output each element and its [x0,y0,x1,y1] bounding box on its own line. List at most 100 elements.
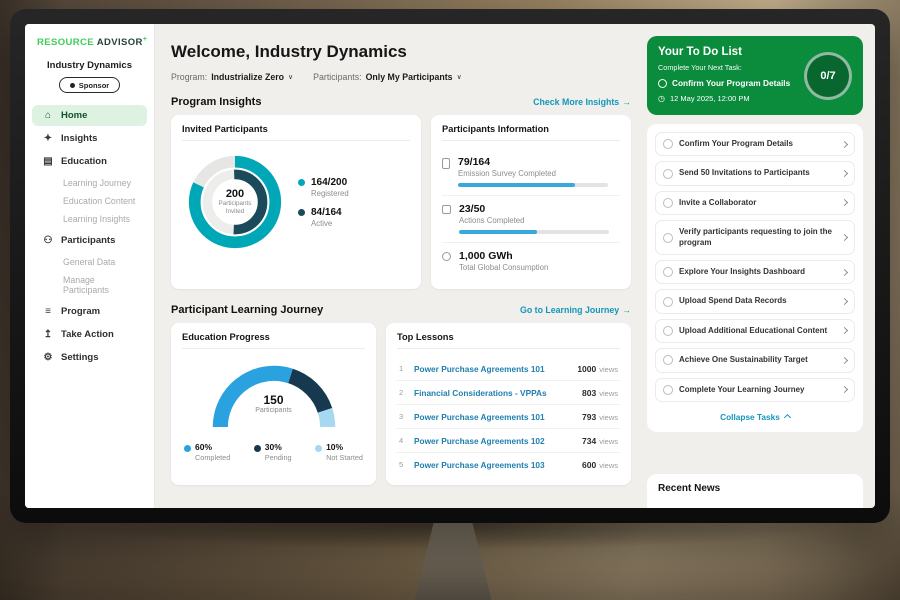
task-checkbox[interactable] [663,355,673,366]
lesson-rank: 4 [399,436,404,445]
lesson-title-link[interactable]: Power Purchase Agreements 102 [414,435,545,446]
task-checkbox[interactable] [663,168,673,179]
task-checkbox[interactable] [663,197,673,208]
program-insights-header: Program Insights Check More Insights → [171,96,631,108]
task-row-send-invitations[interactable]: Send 50 Invitations to Participants [655,161,855,186]
task-checkbox[interactable] [663,325,673,336]
todo-title: Your To Do List [658,46,742,58]
sidebar-item-home[interactable]: ⌂ Home [32,105,147,127]
check-more-insights-link[interactable]: Check More Insights → [533,97,631,107]
task-checkbox[interactable] [663,139,673,150]
sidebar-item-participants[interactable]: ⚇ Participants [32,230,147,251]
completed-label: Completed [195,453,231,462]
home-icon: ⌂ [44,110,52,122]
todo-subtitle: Complete Your Next Task: [658,63,742,72]
legend-item-active: 84/164 Active [298,207,349,228]
stat-actions-completed: 23/50 Actions Completed [442,196,620,243]
todo-tasks-list: Confirm Your Program Details Send 50 Inv… [647,124,863,432]
task-label: Achieve One Sustainability Target [679,355,808,365]
todo-due-date: ◷ 12 May 2025, 12:00 PM [658,94,852,103]
stat-value: 1,000 GWh [459,250,513,262]
lesson-views: 793 views [582,412,618,422]
program-filter-dropdown[interactable]: Program: Industrialize Zero ∨ [171,72,293,82]
sidebar-item-education[interactable]: ▤ Education [32,151,147,172]
logo-text-secondary: ADVISOR [96,37,143,49]
task-row-confirm-program[interactable]: Confirm Your Program Details [655,132,855,157]
collapse-tasks-link[interactable]: Collapse Tasks [655,407,855,424]
legend-item-registered: 164/200 Registered [298,177,349,198]
stat-value: 23/50 [459,203,486,215]
lesson-title-link[interactable]: Power Purchase Agreements 101 [414,411,545,422]
task-label: Complete Your Learning Journey [679,384,805,394]
views-label: views [599,436,618,446]
stat-label: Actions Completed [459,216,525,225]
sidebar: RESOURCE ADVISOR+ Industry Dynamics Spon… [25,24,155,508]
lesson-rank: 5 [399,460,404,469]
not-started-label: Not Started [326,453,363,462]
task-checkbox[interactable] [663,384,673,395]
task-row-invite-collaborator[interactable]: Invite a Collaborator [655,190,855,216]
card-title: Participants Information [442,124,620,141]
task-row-explore-insights[interactable]: Explore Your Insights Dashboard [655,259,855,285]
sidebar-item-label: Program [61,306,101,318]
lesson-row: 1 Power Purchase Agreements 101 1000 view… [397,357,620,381]
section-title-learning-journey: Participant Learning Journey [171,304,324,316]
task-row-upload-spend-data[interactable]: Upload Spend Data Records [655,289,855,314]
task-row-complete-learning-journey[interactable]: Complete Your Learning Journey [655,377,855,402]
legend-item-completed: 60% Completed [184,442,230,462]
sidebar-item-manage-participants[interactable]: Manage Participants [63,275,109,296]
survey-document-icon [442,158,450,169]
sidebar-item-label: Take Action [61,329,114,341]
lesson-title-link[interactable]: Financial Considerations - VPPAs [414,387,547,398]
task-checkbox[interactable] [663,296,673,307]
sidebar-item-education-content[interactable]: Education Content [63,196,136,207]
pending-pct: 30% [264,442,282,452]
lesson-rank: 1 [399,364,404,373]
chevron-right-icon [840,234,849,242]
sidebar-item-label: Education [61,156,107,168]
participants-filter-dropdown[interactable]: Participants: Only My Participants ∨ [313,72,462,82]
views-label: views [599,364,618,374]
lesson-title-link[interactable]: Power Purchase Agreements 103 [414,459,545,470]
not-started-pct: 10% [326,442,344,452]
program-filter-value: Industrialize Zero [211,72,285,82]
checkbox-circle-icon[interactable] [658,78,667,88]
lesson-title-link[interactable]: Power Purchase Agreements 101 [414,363,545,374]
sidebar-item-settings[interactable]: ⚙ Settings [32,347,147,368]
invited-total-value: 200 [225,188,245,201]
sidebar-item-label: Insights [61,133,98,145]
registered-value: 164/200 [311,176,348,188]
go-to-learning-journey-link[interactable]: Go to Learning Journey → [520,305,631,315]
education-progress-card: Education Progress 150 Participants [171,323,376,485]
sidebar-item-learning-insights[interactable]: Learning Insights [63,214,130,225]
sponsor-badge[interactable]: Sponsor [58,77,121,94]
monitor-bezel: RESOURCE ADVISOR+ Industry Dynamics Spon… [10,9,890,523]
top-lessons-card: Top Lessons 1 Power Purchase Agreements … [386,323,631,485]
donut-inner-ring-active [202,169,268,235]
sidebar-item-learning-journey[interactable]: Learning Journey [63,178,131,189]
lesson-row: 5 Power Purchase Agreements 103 600 views [397,453,620,476]
task-row-verify-participants[interactable]: Verify participants requesting to join t… [655,220,855,255]
chevron-up-icon [783,414,791,422]
todo-next-task[interactable]: Confirm Your Program Details [658,78,798,88]
sidebar-item-take-action[interactable]: ↥ Take Action [32,324,147,345]
recent-news-card: Recent News [647,474,863,508]
task-checkbox[interactable] [663,232,673,243]
gauge-value: 150 [263,393,284,407]
progress-bar [459,230,609,234]
sidebar-item-general-data[interactable]: General Data [63,257,116,268]
task-row-upload-educational-content[interactable]: Upload Additional Educational Content [655,318,855,344]
todo-summary-card: Your To Do List Complete Your Next Task:… [647,36,863,115]
stat-global-consumption: 1,000 GWh Total Global Consumption [442,243,620,280]
lesson-row: 2 Financial Considerations - VPPAs 803 vi… [397,381,620,405]
logo-plus: + [142,36,148,43]
task-checkbox[interactable] [663,267,673,278]
insights-icon: ✦ [43,133,53,145]
sidebar-item-insights[interactable]: ✦ Insights [32,128,147,149]
chevron-down-icon: ∨ [288,74,294,81]
gear-icon: ⚙ [43,352,53,364]
sidebar-item-program[interactable]: ≡ Program [32,301,147,322]
stat-value: 79/164 [458,156,491,168]
task-row-achieve-target[interactable]: Achieve One Sustainability Target [655,348,855,373]
